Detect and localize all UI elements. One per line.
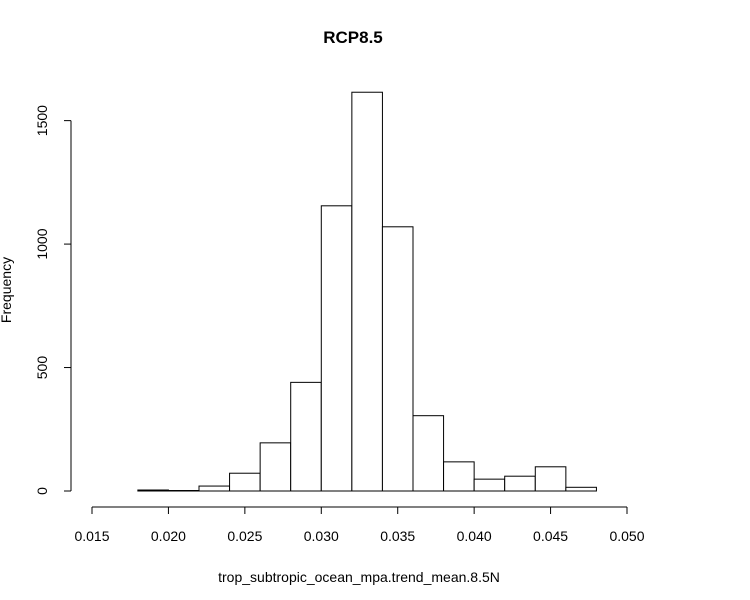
x-tick-label: 0.015 (74, 528, 109, 544)
histogram-bar-12 (504, 475, 536, 492)
x-tick-label: 0.050 (609, 528, 644, 544)
x-tick-label: 0.030 (304, 528, 339, 544)
histogram-bar-6 (320, 205, 353, 492)
histogram-bar-4 (259, 442, 292, 492)
chart-title: RCP8.5 (323, 28, 383, 47)
histogram-bar-2 (198, 485, 231, 492)
histogram-bar-9 (412, 415, 445, 492)
histogram-bar-0 (137, 489, 169, 492)
histogram-bar-13 (534, 466, 567, 492)
histogram-bar-7 (351, 91, 383, 492)
y-tick-label: 1500 (34, 105, 50, 136)
x-tick-label: 0.020 (151, 528, 186, 544)
histogram-bar-10 (443, 461, 475, 492)
histogram-bar-11 (473, 478, 506, 492)
x-tick-label: 0.035 (380, 528, 415, 544)
x-axis-label: trop_subtropic_ocean_mpa.trend_mean.8.5N (218, 569, 500, 585)
bars-group (137, 91, 597, 492)
y-tick-label: 500 (34, 356, 50, 380)
x-tick-label: 0.045 (533, 528, 568, 544)
y-tick-label: 1000 (34, 228, 50, 259)
y-axis-label: Frequency (0, 257, 14, 323)
x-tick-label: 0.025 (227, 528, 262, 544)
y-axis: 0 500 1000 1500 (34, 105, 72, 495)
histogram-bar-3 (229, 472, 261, 492)
histogram-bar-14 (565, 486, 597, 492)
x-tick-label: 0.040 (457, 528, 492, 544)
histogram-bar-8 (381, 226, 414, 492)
y-tick-label: 0 (34, 487, 50, 495)
x-axis: 0.015 0.020 0.025 0.030 0.035 0.040 0.045 0.050 (74, 506, 645, 544)
histogram-bar-5 (290, 381, 322, 492)
